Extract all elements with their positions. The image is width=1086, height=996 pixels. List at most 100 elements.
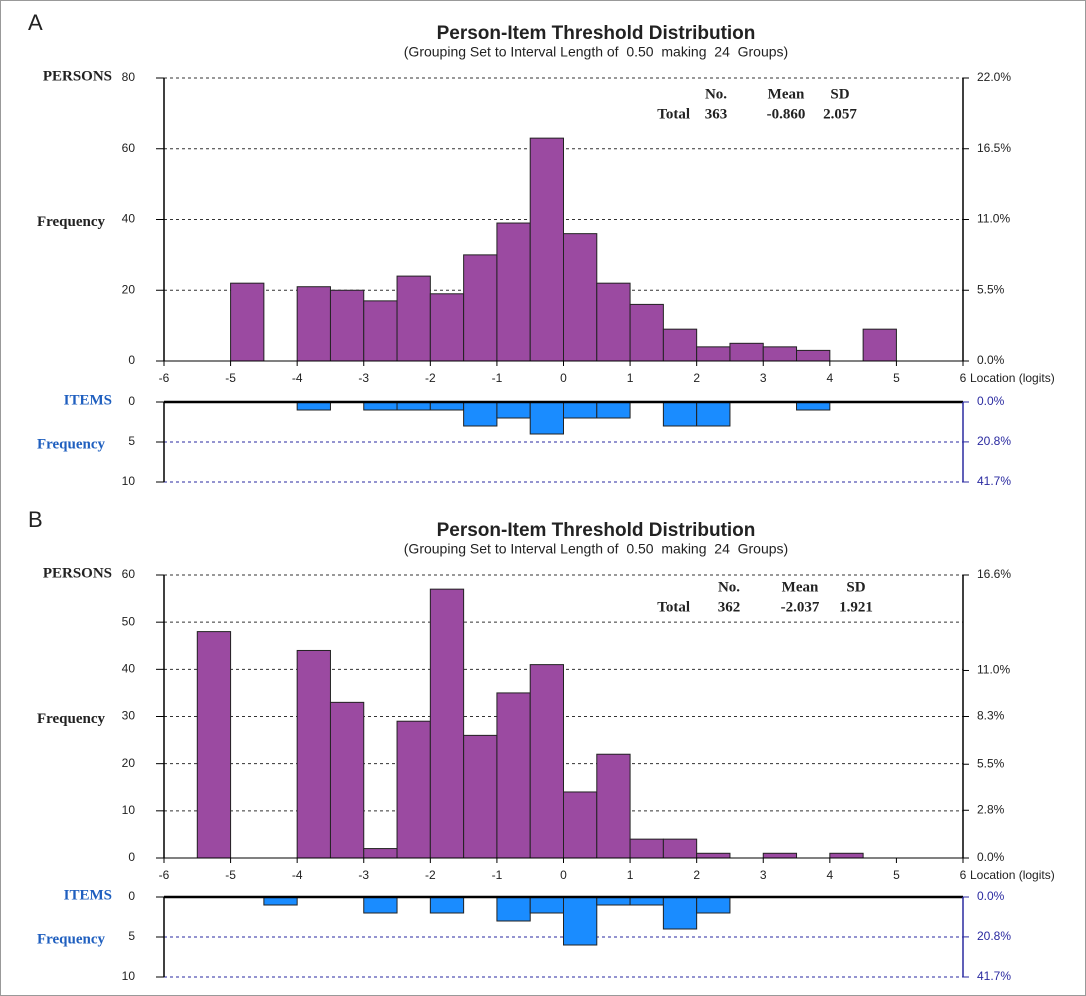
x-tick-label: -1 bbox=[492, 868, 503, 882]
y2-tick-label: 5.5% bbox=[977, 756, 1005, 770]
y2-tick-label: 41.7% bbox=[977, 474, 1011, 488]
y-tick-label: 80 bbox=[122, 70, 136, 84]
chart-subtitle: (Grouping Set to Interval Length of 0.50… bbox=[404, 541, 788, 557]
bar bbox=[563, 791, 598, 859]
x-tick-label: 2 bbox=[693, 371, 700, 385]
stats-row-label: Total bbox=[657, 599, 690, 615]
bar bbox=[396, 720, 431, 859]
y-tick-label: 10 bbox=[122, 803, 136, 817]
y-axis-title: Frequency bbox=[37, 214, 106, 230]
bar bbox=[296, 649, 331, 859]
x-tick-label: -2 bbox=[425, 868, 436, 882]
bar bbox=[662, 838, 698, 859]
chart-title: Person-Item Threshold Distribution bbox=[437, 520, 756, 541]
stats-value: 362 bbox=[718, 599, 741, 615]
y-tick-label: 10 bbox=[122, 969, 136, 983]
bar bbox=[629, 838, 664, 859]
bar bbox=[529, 137, 564, 362]
stats-header: Mean bbox=[782, 579, 819, 595]
bar bbox=[696, 896, 731, 914]
y-tick-label: 40 bbox=[122, 662, 136, 676]
chart-subtitle: (Grouping Set to Interval Length of 0.50… bbox=[404, 44, 788, 60]
bar bbox=[496, 222, 531, 362]
y2-tick-label: 11.0% bbox=[977, 663, 1010, 677]
bar bbox=[396, 275, 431, 362]
x-tick-label: -6 bbox=[159, 371, 170, 385]
stats-value: 2.057 bbox=[823, 106, 857, 122]
stats-value: -2.037 bbox=[781, 599, 820, 615]
bar bbox=[329, 289, 365, 362]
bar bbox=[496, 896, 531, 922]
y-axis-title: PERSONS bbox=[43, 565, 112, 581]
y2-tick-label: 11.0% bbox=[977, 212, 1010, 226]
y2-tick-label: 2.8% bbox=[977, 802, 1005, 816]
y-tick-label: 0 bbox=[128, 353, 135, 367]
x-tick-label: 6 bbox=[960, 868, 967, 882]
x-tick-label: 4 bbox=[826, 868, 833, 882]
bar bbox=[496, 692, 531, 859]
bar bbox=[596, 401, 631, 419]
stats-value: -0.860 bbox=[767, 106, 806, 122]
y-tick-label: 20 bbox=[122, 282, 136, 296]
y-tick-label: 0 bbox=[128, 850, 135, 864]
y-axis-title: Frequency bbox=[37, 931, 106, 947]
x-tick-label: 5 bbox=[893, 868, 900, 882]
y-axis-title: ITEMS bbox=[64, 392, 112, 408]
y-axis-title: Frequency bbox=[37, 711, 106, 727]
bar bbox=[463, 734, 498, 859]
x-tick-label: -5 bbox=[225, 868, 236, 882]
bar bbox=[363, 896, 398, 914]
y2-tick-label: 41.7% bbox=[977, 969, 1011, 983]
bar bbox=[429, 293, 465, 362]
chart-title: Person-Item Threshold Distribution bbox=[437, 23, 756, 44]
bar bbox=[363, 848, 398, 859]
y-tick-label: 30 bbox=[122, 709, 136, 723]
x-axis-title: Location (logits) bbox=[970, 371, 1055, 385]
x-tick-label: 3 bbox=[760, 371, 767, 385]
bar bbox=[729, 342, 764, 362]
bar bbox=[529, 401, 564, 435]
stats-header: No. bbox=[705, 86, 727, 102]
bar bbox=[762, 852, 798, 859]
y2-tick-label: 20.8% bbox=[977, 434, 1011, 448]
bar bbox=[363, 300, 398, 362]
stats-header: SD bbox=[846, 579, 865, 595]
x-tick-label: 5 bbox=[893, 371, 900, 385]
y2-tick-label: 0.0% bbox=[977, 889, 1005, 903]
stats-header: Mean bbox=[768, 86, 805, 102]
bar bbox=[196, 631, 232, 859]
x-tick-label: -5 bbox=[225, 371, 236, 385]
y2-tick-label: 16.5% bbox=[977, 141, 1011, 155]
stats-header: No. bbox=[718, 579, 740, 595]
bar bbox=[563, 896, 598, 946]
y2-tick-label: 0.0% bbox=[977, 394, 1005, 408]
bar bbox=[829, 852, 864, 859]
bar bbox=[696, 852, 731, 859]
y-tick-label: 20 bbox=[122, 756, 136, 770]
bar bbox=[296, 286, 331, 362]
x-tick-label: -6 bbox=[159, 868, 170, 882]
y-tick-label: 0 bbox=[128, 394, 135, 408]
x-tick-label: 3 bbox=[760, 868, 767, 882]
y2-tick-label: 22.0% bbox=[977, 70, 1011, 84]
bar bbox=[329, 701, 365, 859]
x-tick-label: 1 bbox=[627, 371, 634, 385]
bar bbox=[862, 328, 897, 362]
y-tick-label: 50 bbox=[122, 614, 136, 628]
bar bbox=[662, 896, 698, 930]
x-tick-label: -3 bbox=[358, 371, 369, 385]
bar bbox=[629, 303, 664, 362]
y2-tick-label: 8.3% bbox=[977, 709, 1005, 723]
y-tick-label: 5 bbox=[128, 929, 135, 943]
bar bbox=[696, 401, 731, 427]
bar bbox=[762, 346, 798, 362]
y-axis-title: ITEMS bbox=[64, 887, 112, 903]
y-tick-label: 60 bbox=[122, 141, 136, 155]
x-tick-label: -4 bbox=[292, 868, 303, 882]
panel-label: A bbox=[28, 10, 43, 35]
x-tick-label: 6 bbox=[960, 371, 967, 385]
bar bbox=[463, 254, 498, 362]
bar bbox=[662, 328, 698, 362]
y-axis-title: Frequency bbox=[37, 436, 106, 452]
y2-tick-label: 0.0% bbox=[977, 850, 1005, 864]
